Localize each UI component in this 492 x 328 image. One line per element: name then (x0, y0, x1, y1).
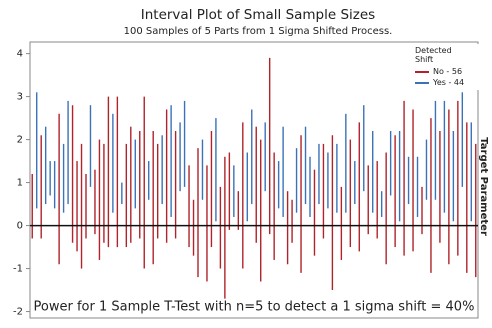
reference-label: Target Parameter (478, 137, 489, 236)
chart-title: Interval Plot of Small Sample Sizes (141, 7, 375, 23)
annotation: Power for 1 Sample T-Test with n=5 to de… (34, 300, 475, 315)
plot-frame (29, 41, 479, 319)
y-tick-label: 2 (17, 135, 23, 146)
y-tick-label: 1 (17, 178, 23, 189)
legend-title: Detected Shift (415, 46, 452, 64)
legend-label: No - 56 (433, 67, 463, 76)
y-tick-label: -2 (13, 307, 23, 318)
chart-subtitle: 100 Samples of 5 Parts from 1 Sigma Shif… (124, 26, 393, 37)
legend-item: Yes - 44 (415, 77, 477, 88)
legend-swatch (415, 70, 429, 73)
y-tick-label: 4 (17, 49, 23, 60)
y-tick-label: 3 (17, 92, 23, 103)
y-tick-label: -1 (13, 264, 23, 275)
legend-swatch (415, 81, 429, 84)
legend: Detected Shift No - 56 Yes - 44 (412, 44, 480, 90)
legend-item: No - 56 (415, 66, 477, 77)
y-tick-label: 0 (17, 221, 23, 232)
legend-label: Yes - 44 (433, 78, 465, 87)
